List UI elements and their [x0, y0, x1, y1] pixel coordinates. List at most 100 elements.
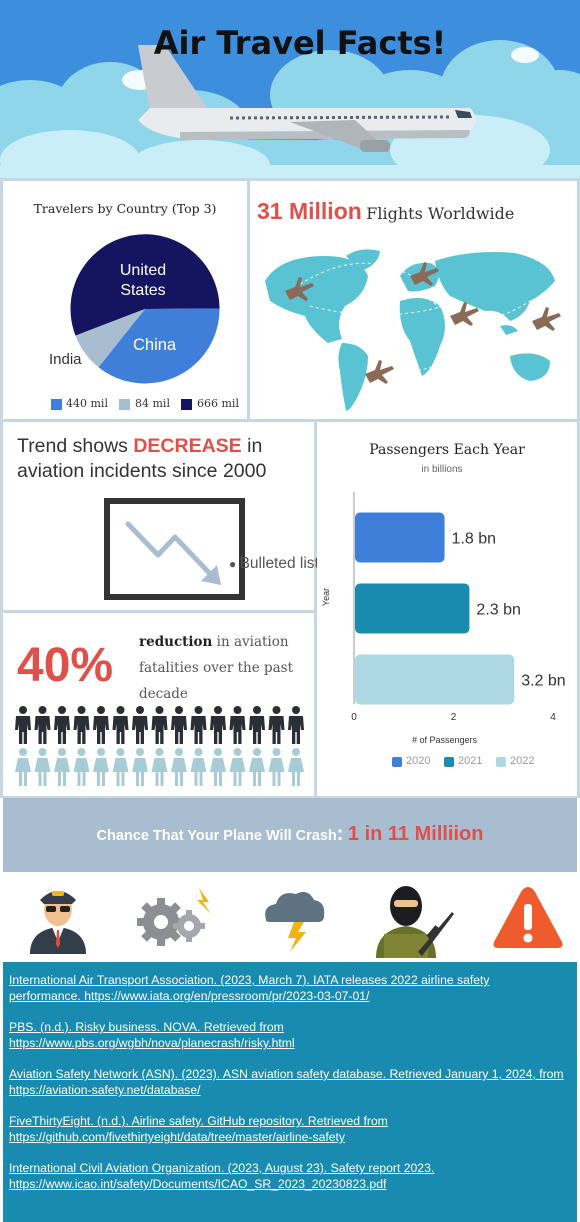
crash-text: Chance That Your Plane Will Crash: 1 in … [3, 823, 577, 846]
reference-link-text[interactable]: International Civil Aviation Organizatio… [9, 1161, 435, 1175]
reduction-bold: reduction [139, 634, 213, 650]
bar-value-label: 1.8 bn [452, 531, 496, 548]
person-icon-light [171, 748, 187, 786]
person-icon-dark [73, 706, 90, 744]
person-icon-dark [288, 706, 304, 744]
person-icon-light [34, 748, 51, 786]
sky-illustration [0, 40, 580, 178]
reference-item[interactable]: PBS. (n.d.). Risky business. NOVA. Retri… [9, 1019, 574, 1051]
person-icon-dark [151, 706, 168, 744]
reduction-panel: 40% reduction in aviation fatalities ove… [3, 613, 314, 796]
references-panel: International Air Transport Association.… [3, 962, 577, 1222]
pie-slice-china [98, 308, 220, 384]
pie-label-us: United States [119, 262, 167, 299]
reduction-rest: in aviation fatalities over the past dec… [139, 634, 294, 702]
person-icon-light [268, 748, 285, 786]
gears-icon [137, 888, 211, 946]
legend-swatch [444, 757, 454, 767]
person-icon-light [112, 748, 129, 786]
person-icon-light [288, 748, 304, 786]
reference-link-text[interactable]: https://github.com/fivethirtyeight/data/… [9, 1130, 345, 1144]
reference-item[interactable]: Aviation Safety Network (ASN). (2023). A… [9, 1066, 574, 1098]
page-title: Air Travel Facts! [153, 24, 447, 62]
bulleted-list-text: Bulleted list [239, 555, 319, 572]
trend-panel: Trend shows DECREASE in aviation inciden… [3, 422, 319, 610]
person-icon-dark [34, 706, 51, 744]
reference-link-text[interactable]: FiveThirtyEight. (n.d.). Airline safety.… [9, 1114, 388, 1128]
legend-label: 84 mil [135, 397, 170, 410]
legend-swatch [119, 399, 130, 410]
legend-swatch [392, 757, 402, 767]
person-icon-dark [229, 706, 246, 744]
legend-swatch [496, 757, 506, 767]
passengers-panel: Passengers Each Year in billions Year 1.… [317, 422, 577, 796]
reference-item[interactable]: FiveThirtyEight. (n.d.). Airline safety.… [9, 1113, 574, 1145]
person-icon-light [15, 748, 31, 786]
reference-link-text[interactable]: https://www.pbs.org/wgbh/nova/planecrash… [9, 1036, 295, 1050]
pie-slice-us [70, 234, 220, 336]
person-icon-dark [54, 706, 70, 744]
countries-legend: 440 mil 84 mil 666 mil [51, 397, 251, 413]
chart-legend: 2020 2021 2022 [392, 755, 572, 769]
trend-text-after: in aviation incidents since 2000 [17, 435, 267, 482]
reference-link-text[interactable]: International Air Transport Association.… [9, 973, 490, 987]
reference-link-text[interactable]: PBS. (n.d.). Risky business. NOVA. Retri… [9, 1020, 284, 1034]
crash-odds: 1 in 11 Milliion [347, 823, 484, 845]
reference-item[interactable]: International Air Transport Association.… [9, 972, 574, 1004]
person-icon-light [151, 748, 168, 786]
person-icon-dark [15, 706, 31, 744]
storm-cloud-icon [265, 892, 325, 952]
reference-link-text[interactable]: performance. https://www.iata.org/en/pre… [9, 989, 370, 1003]
trend-text: Trend shows DECREASE in aviation inciden… [17, 434, 307, 484]
bar-value-label: 2.3 bn [476, 602, 520, 619]
pilot-icon [30, 891, 86, 954]
trend-text-before: Trend shows [17, 435, 134, 457]
legend-label: 2020 [406, 755, 431, 767]
person-icon-light [93, 748, 109, 786]
terrorist-icon [376, 886, 454, 958]
bar-2020 [355, 512, 445, 563]
legend-label: 666 mil [197, 397, 239, 410]
pie-label-india: India [49, 351, 82, 368]
person-icon-dark [210, 706, 226, 744]
crash-colon: : [336, 823, 344, 845]
bar-value-label: 3.2 bn [521, 673, 565, 690]
trend-highlight: DECREASE [133, 435, 242, 457]
person-icon-light [229, 748, 246, 786]
reference-item[interactable]: International Civil Aviation Organizatio… [9, 1160, 574, 1192]
cause-icons-row [0, 872, 580, 962]
person-icon-light [132, 748, 148, 786]
reduction-text: reduction in aviation fatalities over th… [139, 629, 309, 707]
legend-label: 2022 [510, 755, 535, 767]
person-icon-dark [268, 706, 285, 744]
x-tick-label: 2 [451, 712, 457, 723]
reduction-percent: 40% [17, 639, 114, 692]
pie-label-china: China [133, 336, 177, 354]
person-icon-dark [112, 706, 129, 744]
person-icon-dark [190, 706, 207, 744]
header-banner: Air Travel Facts! [0, 0, 580, 178]
countries-pie-chart [70, 234, 220, 384]
flights-headline: 31 Million Flights Worldwide [257, 198, 514, 225]
chart-title: Passengers Each Year [369, 442, 525, 458]
person-icon-light [73, 748, 90, 786]
legend-swatch [51, 399, 62, 410]
world-map [265, 249, 561, 411]
flights-number: 31 Million [257, 198, 362, 224]
person-icon-dark [93, 706, 109, 744]
chart-subtitle: in billions [421, 464, 463, 475]
warning-icon [493, 887, 563, 948]
reference-link-text[interactable]: https://www.icao.int/safety/Documents/IC… [9, 1177, 387, 1191]
pie-slice-india [75, 309, 145, 368]
reference-link-text[interactable]: Aviation Safety Network (ASN). (2023). A… [9, 1067, 564, 1081]
bar-2022 [355, 654, 515, 705]
chart-xlabel: # of Passengers [411, 735, 478, 745]
decrease-chart-icon [104, 498, 245, 600]
crash-banner: Chance That Your Plane Will Crash: 1 in … [3, 798, 577, 872]
bulleted-list-placeholder: ● Bulleted list [229, 555, 319, 572]
people-icons [15, 706, 304, 786]
countries-title: Travelers by Country (Top 3) [33, 201, 217, 216]
passengers-bar-chart: 1.8 bn 2.3 bn 3.2 bn 0 2 4 [351, 492, 566, 723]
reference-link-text[interactable]: https://aviation-safety.net/database/ [9, 1083, 201, 1097]
person-icon-dark [132, 706, 148, 744]
